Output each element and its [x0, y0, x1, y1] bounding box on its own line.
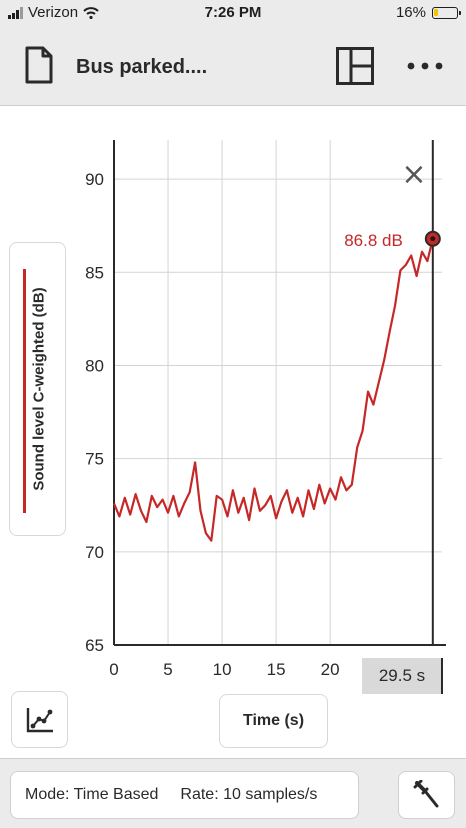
carrier-label: Verizon — [28, 4, 79, 21]
rate-label: Rate: 10 samples/s — [180, 786, 318, 803]
y-tick-label: 75 — [85, 450, 104, 469]
wifi-icon — [83, 6, 99, 19]
y-tick-label: 85 — [85, 263, 104, 282]
graph-area[interactable]: 90 85 80 75 70 65 0 5 10 15 20 86.8 dB × — [0, 106, 466, 686]
x-tick-label: 20 — [321, 660, 340, 679]
sound-level-series-line — [112, 238, 434, 542]
close-annotation-icon[interactable]: × — [401, 157, 426, 192]
series-color-swatch — [23, 269, 26, 513]
y-tick-label: 65 — [85, 636, 104, 655]
latest-point-dot — [430, 236, 436, 242]
x-tick-label: 15 — [267, 660, 286, 679]
tools-icon — [413, 780, 438, 808]
status-time: 7:26 PM — [204, 4, 262, 21]
graph-canvas[interactable]: 90 85 80 75 70 65 0 5 10 15 20 86.8 dB × — [0, 106, 466, 686]
battery-fill — [434, 8, 438, 16]
x-tick-label: 0 — [109, 660, 118, 679]
status-left: Verizon — [8, 4, 99, 21]
mode-label: Mode: Time Based — [25, 786, 159, 803]
bottom-bar: Mode: Time Based Rate: 10 samples/s — [0, 758, 466, 828]
battery-icon — [432, 6, 461, 19]
status-bar: Verizon 7:26 PM 16% — [0, 0, 466, 28]
toolbar: Bus parked.... — [0, 28, 466, 106]
document-icon[interactable] — [18, 42, 60, 88]
y-tick-label: 80 — [85, 356, 104, 375]
time-cursor-readout[interactable]: 29.5 s — [362, 658, 443, 694]
y-axis-label: Sound level C-weighted (dB) — [30, 287, 48, 491]
more-icon[interactable] — [402, 52, 448, 80]
collection-mode-button[interactable]: Mode: Time Based Rate: 10 samples/s — [10, 771, 359, 819]
battery-percent: 16% — [395, 4, 426, 21]
document-title[interactable]: Bus parked.... — [76, 56, 208, 78]
x-tick-label: 5 — [163, 660, 172, 679]
x-tick-label: 10 — [213, 660, 232, 679]
line-graph-icon — [26, 707, 53, 732]
latest-value-label: 86.8 dB — [344, 231, 403, 250]
graph-type-button[interactable] — [11, 691, 68, 748]
status-right: 16% — [395, 4, 461, 21]
x-axis-label-button[interactable]: Time (s) — [219, 694, 328, 748]
tools-button[interactable] — [398, 771, 455, 819]
y-tick-label: 90 — [85, 170, 104, 189]
cursor-line — [441, 658, 443, 694]
y-tick-label: 70 — [85, 543, 104, 562]
signal-icon — [8, 6, 23, 19]
layout-icon[interactable] — [332, 44, 378, 88]
cursor-time-label: 29.5 s — [378, 666, 426, 685]
y-axis-label-button[interactable] — [9, 242, 66, 536]
